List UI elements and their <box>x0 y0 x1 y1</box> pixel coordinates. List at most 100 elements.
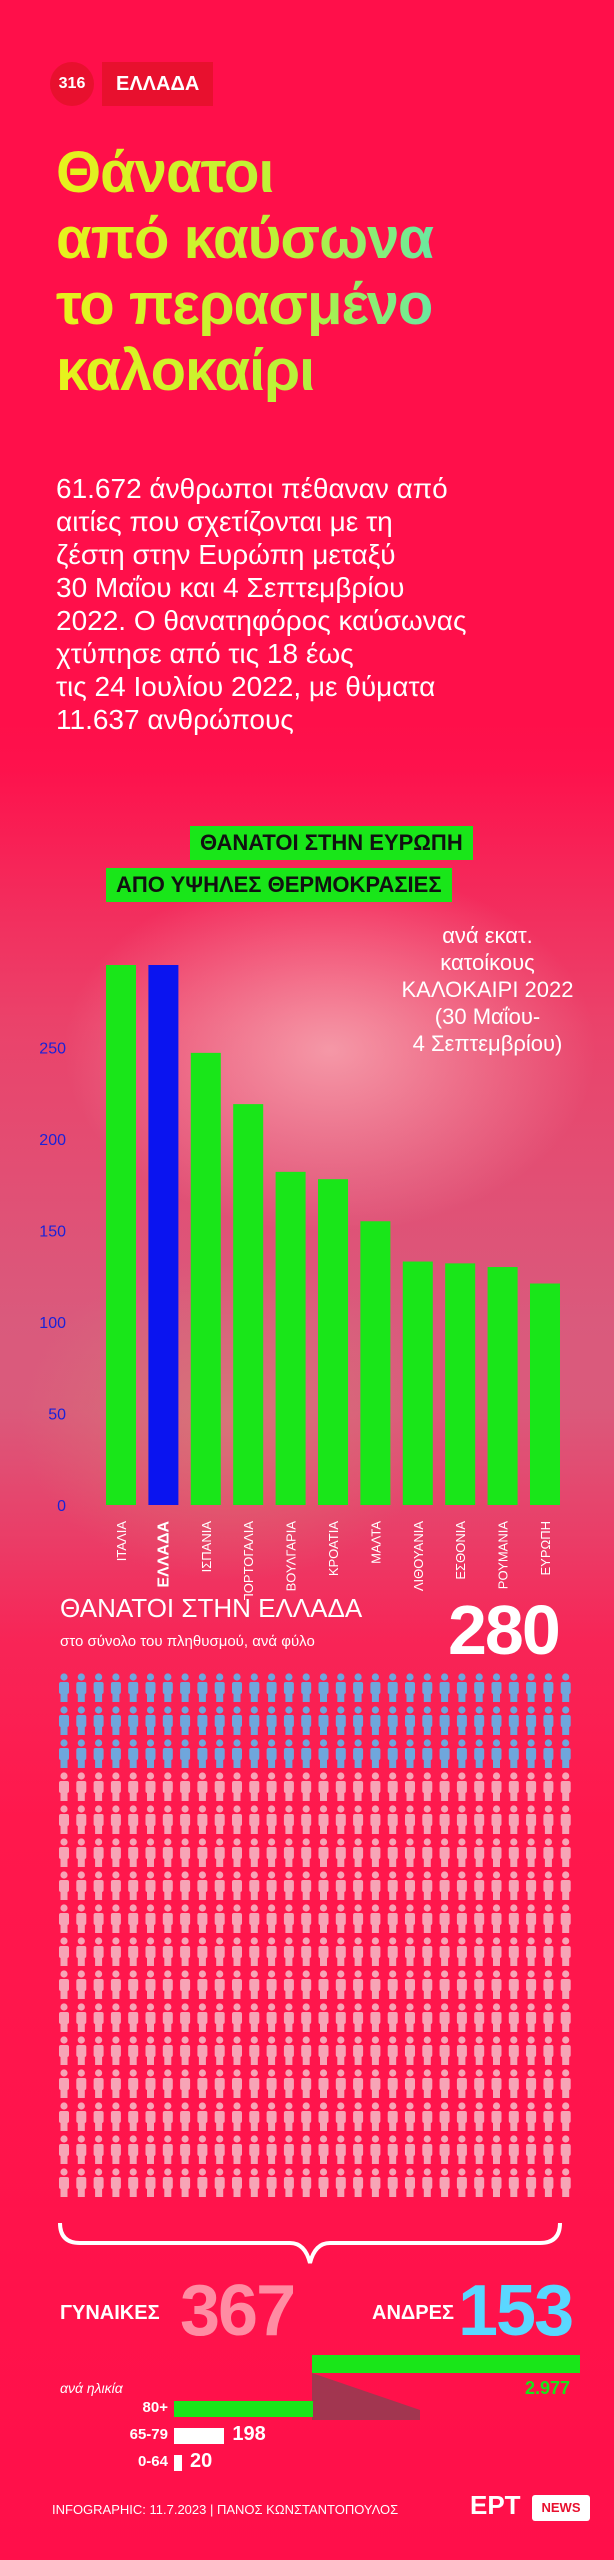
y-tick-label: 100 <box>39 1315 66 1332</box>
person-icon-man <box>560 1673 571 1702</box>
person-icon-woman <box>59 1970 69 1999</box>
age-title: ανά ηλικία <box>60 2380 123 2396</box>
person-icon-woman <box>370 2003 381 2032</box>
person-icon-woman <box>508 1904 519 1933</box>
person-icon-woman <box>543 2168 554 2197</box>
category-label: ΙΣΠΑΝΙΑ <box>199 1521 214 1573</box>
person-icon-woman <box>59 1772 69 1801</box>
person-icon-woman <box>214 2069 225 2098</box>
person-icon-woman <box>335 2102 346 2131</box>
person-icon-woman <box>387 2102 398 2131</box>
person-icon-woman <box>508 1805 519 1834</box>
person-icon-man <box>543 1706 554 1735</box>
person-icon-woman <box>508 1772 519 1801</box>
person-icon-woman <box>560 2003 571 2032</box>
person-icon-man <box>335 1739 346 1768</box>
person-icon-woman <box>110 1805 121 1834</box>
person-icon-woman <box>128 1904 139 1933</box>
person-icon-woman <box>301 1805 312 1834</box>
person-icon-woman <box>387 1970 398 1999</box>
person-icon-woman <box>93 1772 104 1801</box>
bar <box>190 1052 221 1505</box>
person-icon-woman <box>162 1904 173 1933</box>
person-icon-woman <box>232 2036 242 2065</box>
person-icon-woman <box>76 1838 87 1867</box>
person-icon-woman <box>474 1871 485 1900</box>
person-icon-woman <box>456 1871 467 1900</box>
person-icon-woman <box>162 1772 173 1801</box>
person-icon-woman <box>456 2135 467 2164</box>
person-icon-woman <box>526 1838 537 1867</box>
person-icon-woman <box>543 2036 554 2065</box>
person-icon-man <box>76 1673 87 1702</box>
person-icon-woman <box>543 2069 554 2098</box>
person-icon-man <box>335 1673 346 1702</box>
person-icon-woman <box>508 2135 519 2164</box>
person-icon-woman <box>422 1937 433 1966</box>
person-icon-woman <box>560 2135 571 2164</box>
person-icon-woman <box>543 1772 554 1801</box>
intro-line: 61.672 άνθρωποι πέθαναν από <box>56 473 448 504</box>
women-value: 367 <box>180 2271 296 2351</box>
person-icon-woman <box>128 2069 139 2098</box>
person-icon-woman <box>318 2168 329 2197</box>
person-icon-woman <box>422 2168 433 2197</box>
person-icon-woman <box>508 2069 519 2098</box>
person-icon-woman <box>128 2168 139 2197</box>
person-icon-woman <box>283 2102 294 2131</box>
person-icon-woman <box>526 2036 537 2065</box>
person-icon-woman <box>197 1772 208 1801</box>
person-icon-man <box>318 1739 329 1768</box>
person-icon-woman <box>180 1970 191 1999</box>
person-icon-woman <box>145 2036 156 2065</box>
category-label: ΕΛΛΑΔΑ <box>155 1521 172 1588</box>
greece-total: 280 <box>448 1591 561 1669</box>
person-icon-woman <box>335 2003 346 2032</box>
person-icon-woman <box>266 2102 277 2131</box>
person-icon-woman <box>353 2036 364 2065</box>
person-icon-woman <box>370 2135 381 2164</box>
person-icon-woman <box>145 2003 156 2032</box>
person-icon-woman <box>110 2036 121 2065</box>
person-icon-woman <box>232 2135 242 2164</box>
person-icon-woman <box>405 1772 415 1801</box>
person-icon-woman <box>387 1937 398 1966</box>
person-icon-man <box>508 1673 519 1702</box>
person-icon-man <box>474 1706 485 1735</box>
person-icon-woman <box>560 1937 571 1966</box>
person-icon-woman <box>128 2003 139 2032</box>
person-icon-woman <box>266 2003 277 2032</box>
person-icon-woman <box>456 2102 467 2131</box>
intro-line: αιτίες που σχετίζονται με τη <box>56 506 393 537</box>
person-icon-woman <box>474 1970 485 1999</box>
person-icon-woman <box>180 1838 191 1867</box>
person-icon-woman <box>76 2135 87 2164</box>
person-icon-woman <box>162 2102 173 2131</box>
person-icon-woman <box>110 2168 121 2197</box>
person-icon-man <box>335 1706 346 1735</box>
bar <box>275 1171 306 1505</box>
person-icon-woman <box>560 1970 571 1999</box>
intro-line: ζέστη στην Ευρώπη μεταξύ <box>56 539 396 570</box>
person-icon-woman <box>249 2102 260 2131</box>
person-icon-woman <box>405 1838 415 1867</box>
person-icon-woman <box>543 1970 554 1999</box>
category-label: ΜΑΛΤΑ <box>368 1521 383 1564</box>
person-icon-man <box>543 1739 554 1768</box>
person-icon-woman <box>335 1838 346 1867</box>
person-icon-man <box>110 1673 121 1702</box>
person-icon-woman <box>405 2036 415 2065</box>
person-icon-woman <box>335 1904 346 1933</box>
person-icon-woman <box>93 1805 104 1834</box>
person-icon-woman <box>508 2102 519 2131</box>
headline: Θάνατοι από καύσωνα το περασμένο καλοκαί… <box>56 140 596 404</box>
person-icon-man <box>301 1673 312 1702</box>
person-icon-woman <box>422 1838 433 1867</box>
person-icon-woman <box>456 2069 467 2098</box>
person-icon-woman <box>456 1904 467 1933</box>
category-label: ΙΤΑΛΙΑ <box>114 1521 129 1562</box>
person-icon-woman <box>543 1937 554 1966</box>
person-icon-woman <box>370 2102 381 2131</box>
person-icon-woman <box>93 1937 104 1966</box>
